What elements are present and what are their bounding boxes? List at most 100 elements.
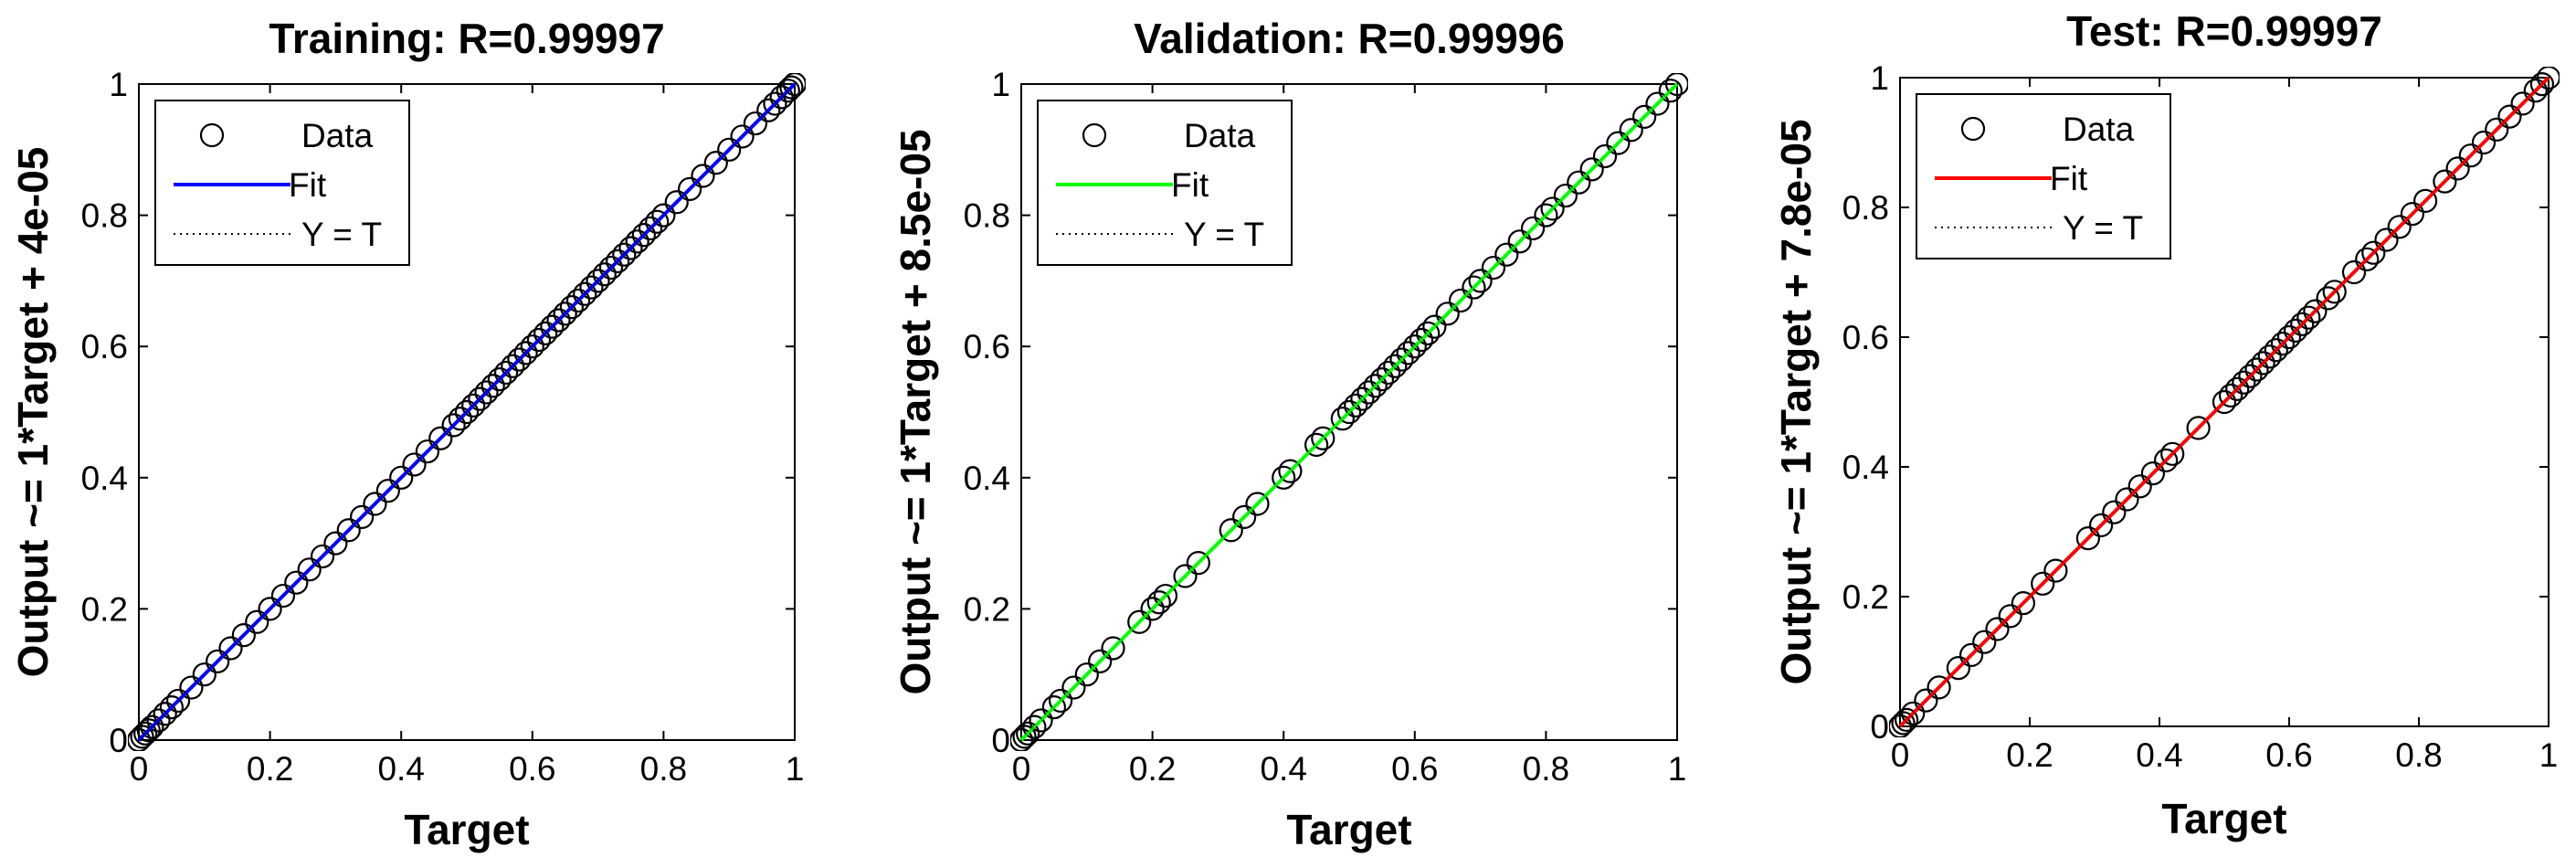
data-point [1186,551,1210,576]
data-point [1350,386,1375,411]
data-point [192,662,216,687]
data-point [1010,727,1034,751]
x-tick-label: 0.2 [1129,750,1176,788]
data-point [501,354,525,378]
plot-series [1010,73,1688,751]
data-point [717,137,742,162]
data-point [2413,188,2438,213]
data-point [1272,465,1296,490]
legend-data-marker [1960,116,1986,142]
data-point [1448,288,1473,313]
data-point [1074,662,1099,687]
data-point [533,321,558,345]
data-point [1927,675,1951,700]
data-point [2322,280,2347,304]
data-point [526,327,552,353]
legend-label-data: Data [1184,117,1256,154]
data-point [565,288,591,313]
data-point [1357,380,1381,405]
y-tick-label: 1 [991,66,1010,103]
data-point [1048,688,1073,714]
data-point [625,229,649,254]
data-point [2523,79,2548,103]
x-tick-label: 0.8 [640,750,687,788]
legend-label-fit: Fit [1171,166,1209,204]
data-point [1468,269,1493,293]
data-point [159,694,184,720]
data-point [1895,707,1919,733]
data-point [559,295,584,320]
data-point [2290,312,2315,336]
legend-data-marker [1082,122,1107,148]
data-point [2296,305,2321,330]
data-point [1140,597,1165,621]
x-axis-label: Target [1286,806,1411,853]
data-point [2264,338,2288,363]
fit-line-overlay [137,82,797,742]
data-point [474,380,499,405]
data-point [2232,370,2256,395]
data-point [128,727,152,751]
data-point [2238,364,2263,388]
data-point [461,393,486,418]
y-axis-label: Output ~= 1*Target + 8.5e-05 [892,129,939,694]
data-point [1061,675,1086,700]
data-point [2433,169,2457,194]
data-point [1972,630,1997,654]
data-point [350,504,375,529]
data-point [2471,130,2497,155]
data-point [1363,374,1388,398]
data-point [618,236,643,260]
data-point [1606,131,1631,155]
y-tick-label: 0 [1870,708,1889,746]
plot-series [1889,67,2560,737]
data-point [1959,642,1984,668]
data-point [375,479,400,503]
data-point [2160,441,2185,466]
data-point [606,249,630,273]
data-point [2075,525,2100,551]
data-point [546,308,571,333]
fit-line-overlay [1898,76,2550,728]
y-tick-label: 0.2 [964,590,1010,628]
data-point [136,718,161,743]
data-point [2244,357,2269,382]
y-tick-label: 0.4 [1842,449,1889,486]
data-point [146,708,171,733]
data-point [140,715,164,739]
chart-title: Test: R=0.99997 [2066,7,2382,55]
x-tick-label: 0 [1891,736,1910,774]
x-tick-label: 0.8 [2395,736,2442,774]
data-point [2186,416,2211,440]
data-point [2219,383,2243,408]
data-point [703,151,728,175]
data-point [763,91,787,116]
data-point [1146,590,1171,615]
data-point [520,334,544,359]
data-point [130,725,154,749]
data-point [2011,590,2035,616]
data-point [1998,604,2022,629]
data-point [1012,725,1037,749]
data-point [1344,393,1368,418]
y-axis-label: Output ~= 1*Target + 7.8e-05 [1772,119,1820,684]
x-axis-label: Target [404,806,529,853]
data-point [1891,711,1916,736]
data-point [2485,117,2509,142]
data-point [1383,354,1408,378]
legend: Data Fit Y = T [154,100,410,266]
data-point [1278,459,1303,483]
data-point [2031,571,2055,596]
data-point [579,275,604,300]
data-point [1232,504,1257,529]
data-point [638,216,663,241]
data-point [2303,299,2328,323]
data-point [573,281,597,306]
legend: Data Fit Y = T [1916,93,2171,259]
data-point [2529,71,2554,97]
data-point [1022,715,1047,739]
y-tick-label: 0.4 [81,460,128,497]
y-tick-label: 0.8 [81,197,128,235]
data-point [2445,156,2470,181]
data-point [2127,474,2152,499]
